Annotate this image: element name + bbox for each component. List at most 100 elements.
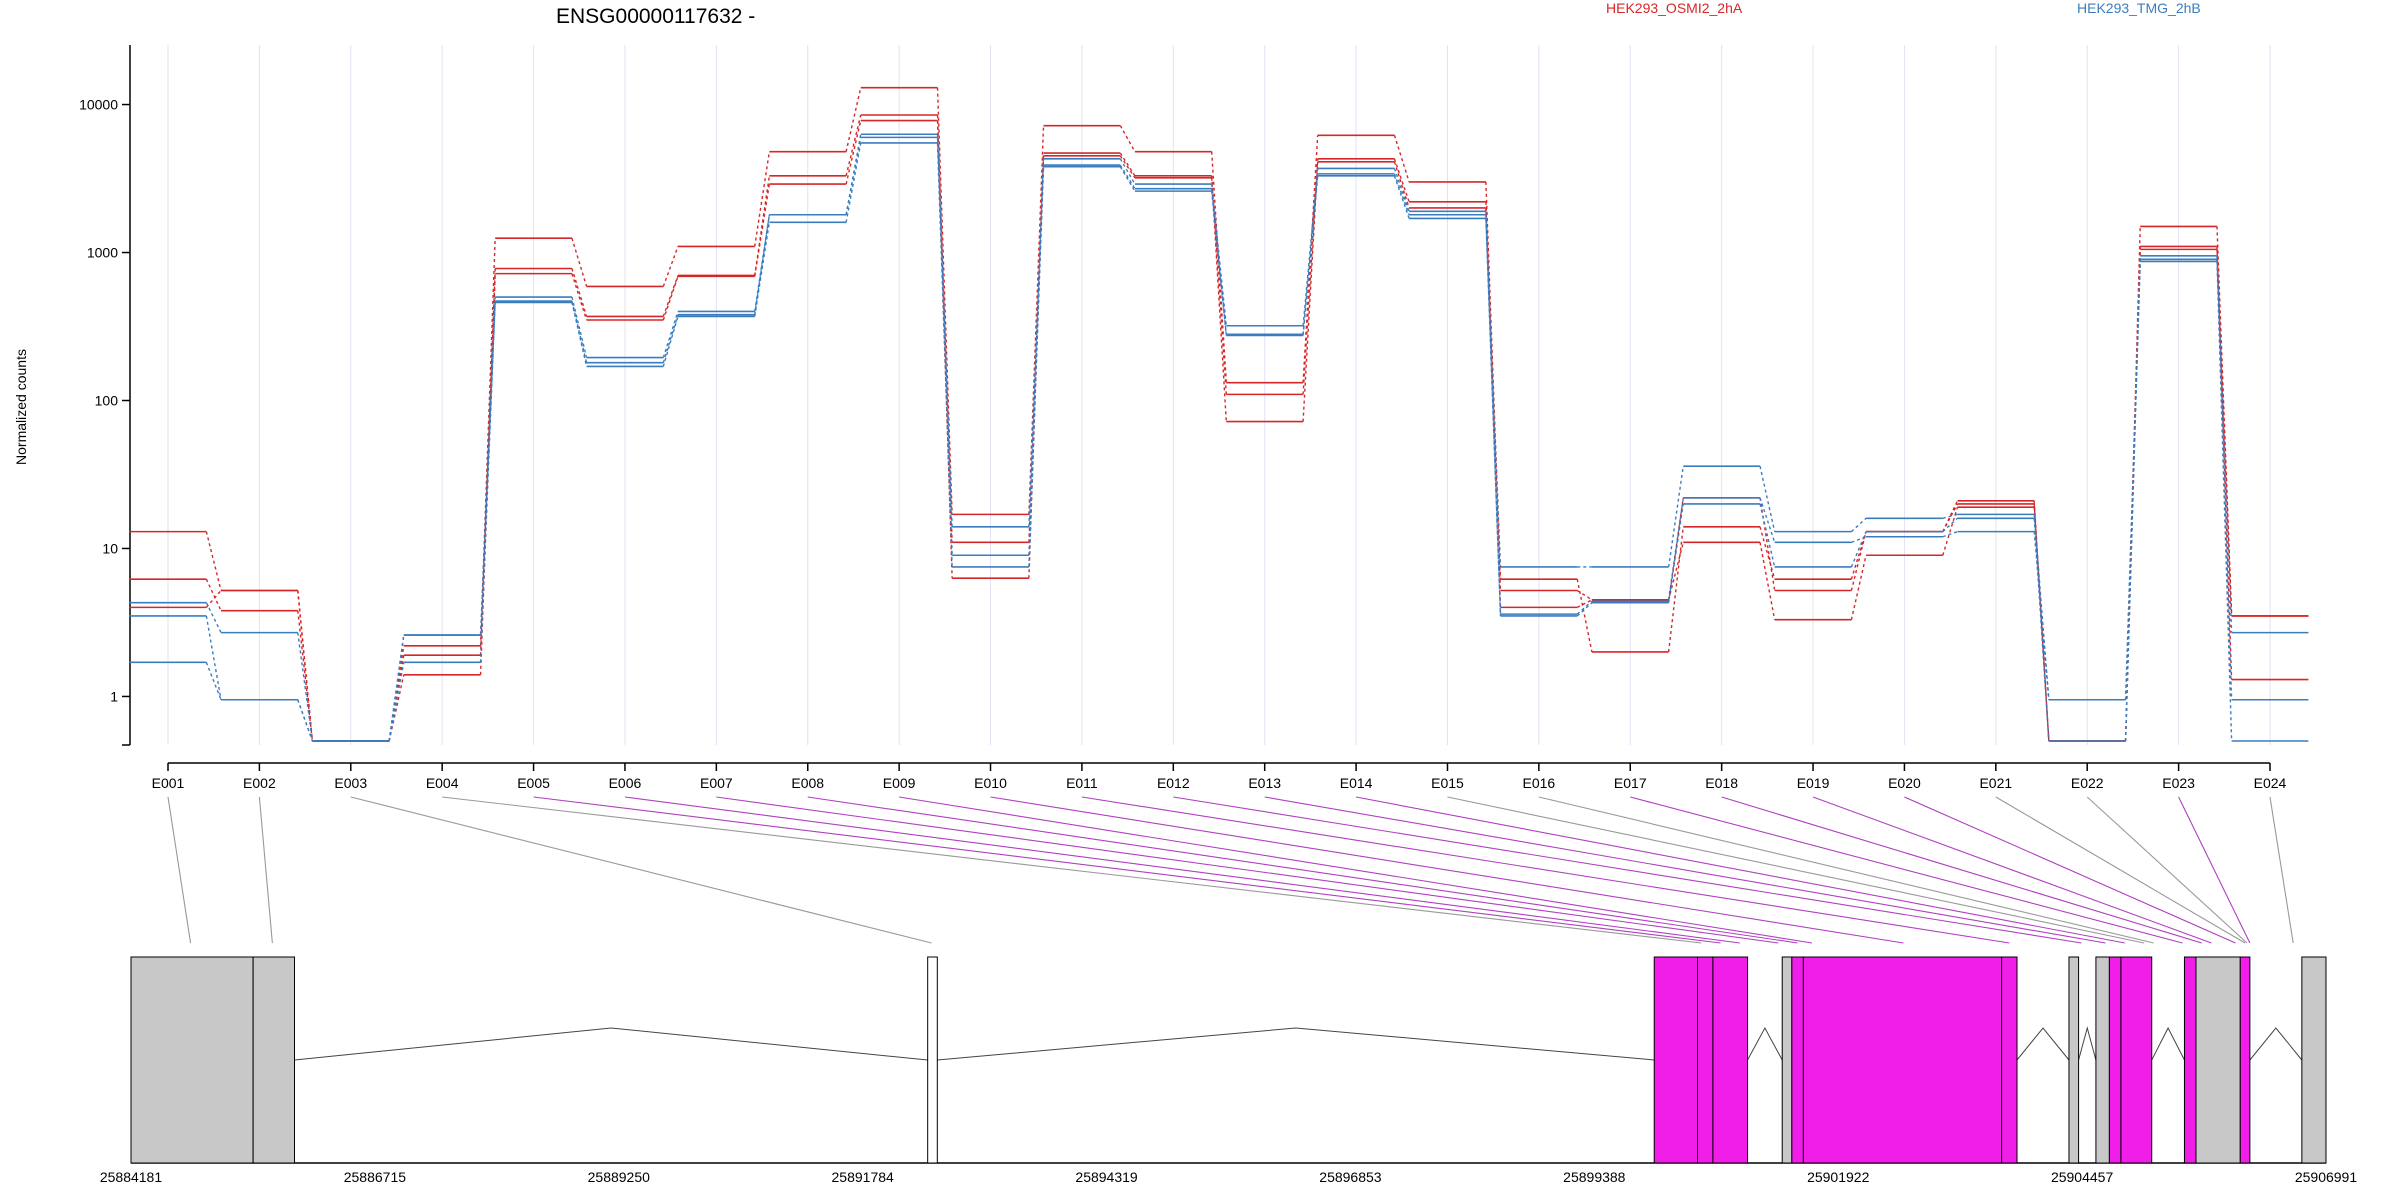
transition-segment [1028, 125, 1045, 515]
x-tick-label-e008: E008 [791, 775, 824, 791]
transition-segment [1485, 218, 1502, 616]
connector-e023 [2178, 796, 2251, 944]
intron-line [294, 1027, 928, 1061]
gene-model: 25884181 25886715 25889250 25891784 25894319… [100, 956, 2358, 1185]
transition-segment [571, 268, 588, 317]
transition-segment [2033, 531, 2050, 700]
transition-segment [571, 237, 588, 287]
exon-block [1791, 956, 1804, 1164]
transition-segment [388, 645, 405, 742]
genome-tick-label: 25906991 [2295, 1169, 2358, 1185]
genome-tick-label: 25904457 [2051, 1169, 2114, 1185]
x-tick-label-e003: E003 [334, 775, 367, 791]
transition-segment [1393, 135, 1410, 183]
transition-segment [1942, 507, 1959, 556]
x-tick-label-e005: E005 [517, 775, 550, 791]
transition-segment [754, 222, 771, 317]
genome-tick-label: 25891784 [832, 1169, 895, 1185]
genome-tick-label: 25884181 [100, 1169, 163, 1185]
connector-e019 [1812, 796, 2212, 944]
transition-segment [479, 302, 496, 636]
transition-segment [1302, 173, 1319, 335]
transition-segment [1393, 161, 1410, 209]
connector-e006 [624, 796, 1740, 944]
transition-segment [205, 615, 222, 700]
exon-block [1712, 956, 1749, 1164]
transition-segment [1759, 497, 1776, 591]
connector-e004 [442, 796, 1702, 944]
series-line-5 [129, 136, 2309, 742]
exon-block [2120, 956, 2153, 1164]
transition-segment [754, 214, 771, 315]
transition-segment [1576, 602, 1593, 617]
x-tick-label-e014: E014 [1340, 775, 1373, 791]
x-tick-label-e012: E012 [1157, 775, 1190, 791]
transition-segment [1210, 188, 1228, 335]
transition-segment [205, 578, 222, 611]
legend-entry-tmg: HEK293_TMG_2hB [2077, 0, 2201, 16]
transition-segment [662, 314, 679, 363]
intron-line [937, 1027, 1655, 1061]
connector-e016 [1538, 796, 2154, 944]
x-tick-label-e023: E023 [2162, 775, 2195, 791]
transition-segment [845, 120, 862, 185]
x-tick-label-e007: E007 [700, 775, 733, 791]
x-tick-label-e002: E002 [243, 775, 276, 791]
exon-block [2108, 956, 2122, 1164]
intron-line [2078, 1026, 2097, 1061]
series-lines [129, 86, 2309, 742]
transition-segment [205, 531, 222, 591]
transition-segment [1119, 152, 1136, 177]
series-line-6 [129, 142, 2309, 742]
transition-segment [297, 610, 314, 742]
connector-e005 [533, 796, 1721, 944]
transition-segment [1393, 175, 1410, 219]
transition-segment [1942, 530, 1958, 538]
transition-segment [1850, 555, 1867, 620]
genome-tick-label: 25899388 [1563, 1169, 1626, 1185]
transition-segment [2033, 514, 2050, 700]
transition-segment [205, 662, 222, 701]
exon-block [130, 956, 254, 1164]
transition-segment [297, 699, 314, 742]
transition-segment [1119, 166, 1136, 192]
transition-segment [2216, 261, 2233, 742]
transition-segment [754, 151, 771, 247]
transition-segment [1576, 589, 1593, 601]
exon-block [2183, 956, 2197, 1164]
genome-tick-label: 25901922 [1807, 1169, 1870, 1185]
connector-e014 [1355, 796, 2125, 944]
transition-segment [1942, 513, 1958, 519]
transition-segment [1393, 173, 1410, 215]
transition-segment [1759, 497, 1776, 543]
transition-segment [1028, 158, 1045, 527]
transition-segment [1119, 125, 1136, 153]
series-line-4 [129, 133, 2309, 742]
y-tick-label: 10000 [79, 97, 118, 113]
x-tick-label-e006: E006 [609, 775, 642, 791]
connector-e018 [1721, 796, 2202, 944]
axes: 1 10 100 1000 10000 E001 E002 E003 E004 E005 E006 E… [79, 45, 2287, 791]
transition-segment [1028, 166, 1045, 567]
exon-block [2001, 956, 2018, 1164]
connector-e022 [2086, 796, 2248, 944]
x-tick-label-e019: E019 [1797, 775, 1830, 791]
connector-e001 [167, 796, 192, 944]
transition-segment [571, 296, 588, 358]
transition-segment [845, 137, 862, 215]
transition-segment [1119, 164, 1136, 190]
x-tick-label-e013: E013 [1248, 775, 1281, 791]
connector-e009 [899, 796, 1813, 944]
exon-block [1781, 956, 1793, 1164]
x-tick-label-e015: E015 [1431, 775, 1464, 791]
transition-segment [754, 175, 771, 276]
transition-segment [1119, 158, 1136, 185]
transition-segment [1485, 211, 1502, 567]
transition-segment [1302, 175, 1319, 336]
transition-segment [1759, 466, 1776, 532]
transition-segment [1667, 466, 1684, 568]
transition-segment [1576, 579, 1593, 653]
exon-block [2068, 956, 2080, 1164]
exon-block [2195, 956, 2241, 1164]
y-tick-label: 10 [102, 540, 118, 556]
